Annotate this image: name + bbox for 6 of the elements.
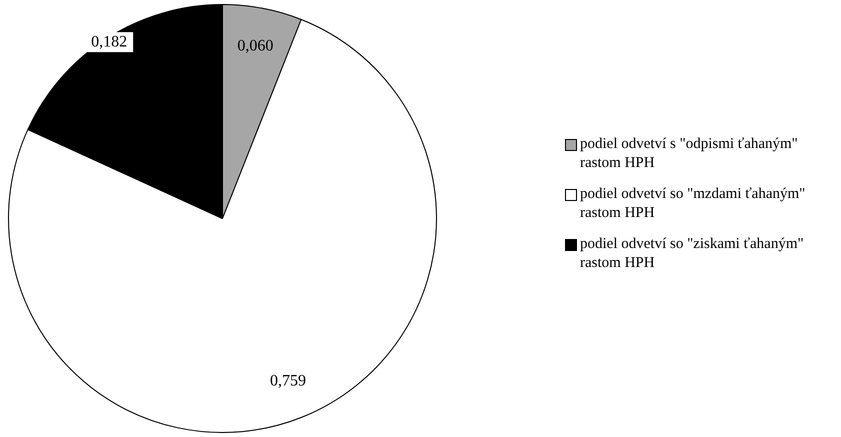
legend-label: podiel odvetví so "ziskami ťahaným" rastom HPH [580,235,805,273]
data-label: 0,060 [237,37,274,54]
legend-label: podiel odvetví so "mzdami ťahaným" rastom HPH [580,185,806,223]
data-label: 0,182 [91,33,128,50]
data-label: 0,759 [270,372,306,390]
legend-label: podiel odvetví s "odpismi ťahaným" rastom HPH [580,135,799,173]
